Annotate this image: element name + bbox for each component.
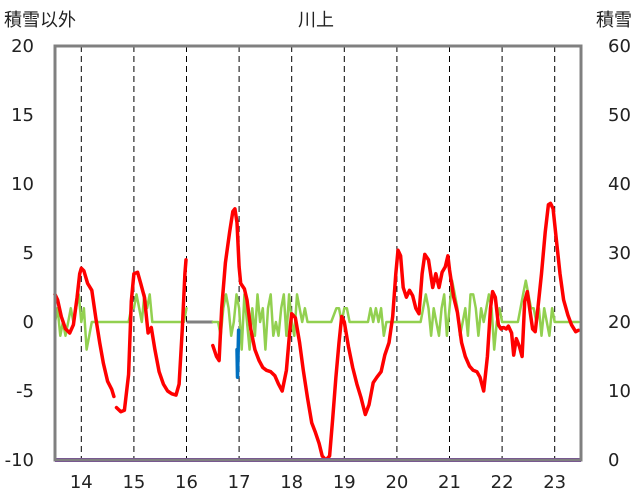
right-tick-label: 50 [608,105,631,126]
left-tick-labels: 20 15 10 5 0 -5 -10 [5,36,34,471]
left-tick-label: -10 [5,450,34,471]
right-tick-label: 10 [608,381,631,402]
left-tick-label: 20 [11,36,34,57]
series-line-0-seg-0 [53,266,116,399]
plot-frame [53,44,583,462]
right-tick-label: 30 [608,243,631,264]
left-tick-label: 0 [23,312,34,333]
right-tick-label: 20 [608,312,631,333]
x-tick-label: 15 [122,472,145,493]
right-tick-labels: 60 50 40 30 20 10 0 [608,36,631,471]
x-tick-label: 18 [280,472,303,493]
right-tick-label: 0 [608,450,619,471]
right-axis-label: 積雪 [596,10,632,31]
x-tick-label: 19 [333,472,356,493]
series-line-0-seg-2 [211,201,581,462]
x-tick-label: 20 [385,472,408,493]
x-tick-label: 22 [491,472,514,493]
chart-title: 川上 [298,10,334,31]
x-tick-label: 16 [175,472,198,493]
left-tick-label: 10 [11,174,34,195]
right-tick-label: 60 [608,36,631,57]
x-tick-labels: 14 15 16 17 18 19 20 21 22 23 [70,472,566,493]
series-line-2-seg-0 [235,328,241,379]
left-tick-label: 15 [11,105,34,126]
grid [80,46,556,460]
series-line-1-seg-0 [53,293,188,351]
left-axis-label: 積雪以外 [4,10,76,31]
series-line-1-seg-1 [211,279,580,351]
left-tick-label: -5 [16,381,34,402]
x-tick-label: 14 [70,472,93,493]
series-line-0-seg-1 [114,258,188,414]
x-tick-label: 21 [438,472,461,493]
right-tick-label: 40 [608,174,631,195]
left-tick-label: 5 [23,243,34,264]
x-tick-label: 23 [543,472,566,493]
x-tick-label: 17 [228,472,251,493]
